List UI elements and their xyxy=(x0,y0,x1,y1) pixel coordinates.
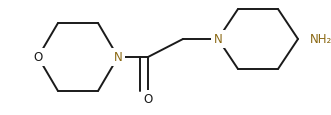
Text: NH₂: NH₂ xyxy=(310,33,331,46)
Text: N: N xyxy=(213,33,222,46)
Text: O: O xyxy=(33,51,43,64)
Text: O: O xyxy=(143,93,153,106)
Text: N: N xyxy=(114,51,122,64)
